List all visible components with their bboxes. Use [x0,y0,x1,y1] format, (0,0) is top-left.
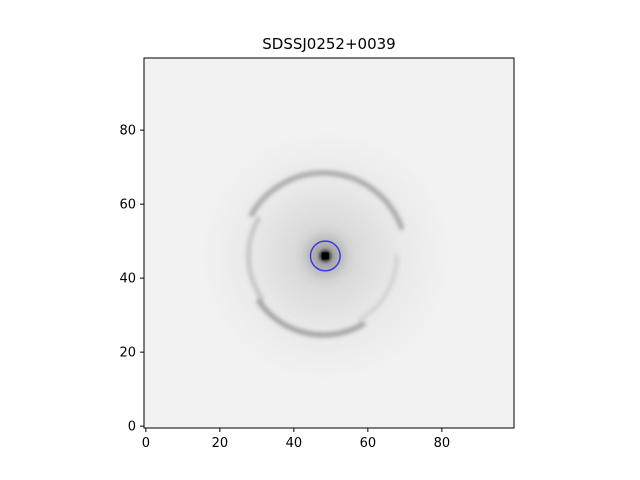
core-pixel [321,252,329,260]
x-tick-label: 0 [142,436,150,451]
x-tick-label: 40 [286,436,303,451]
ring-arc-top [249,170,404,231]
ring-arc-bottom [256,298,366,338]
ring-arc-left [246,216,265,301]
x-tick-label: 60 [360,436,377,451]
y-tick-label: 40 [119,272,136,287]
chart-title: SDSSJ0252+0039 [262,35,395,53]
y-tick-label: 60 [119,198,136,213]
ring-arcs [246,170,404,338]
y-axis: 0 20 40 60 80 [119,124,144,435]
y-tick-label: 20 [119,346,136,361]
x-tick-label: 20 [212,436,229,451]
axes-frame [143,57,515,429]
ring-arc-right [358,254,399,321]
galaxy-features [199,129,452,383]
y-tick-label: 0 [128,420,136,435]
y-tick-label: 80 [119,124,136,139]
lens-marker-circle [309,240,341,272]
x-tick-label: 80 [434,436,451,451]
image-plot [144,58,514,428]
x-axis: 0 20 40 60 80 [142,428,450,451]
